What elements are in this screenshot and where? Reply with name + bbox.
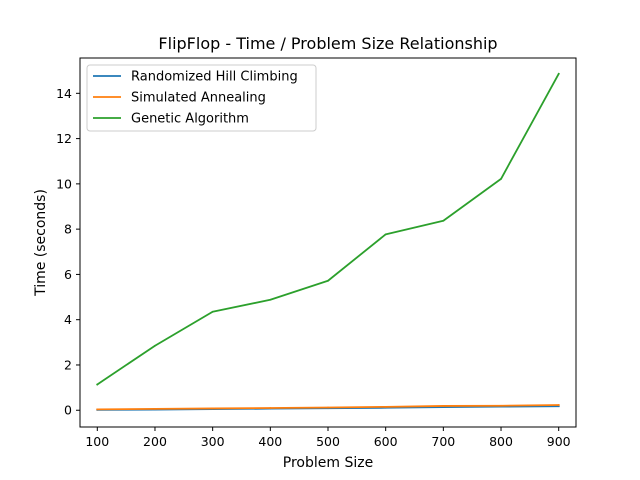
x-tick-label: 700 (431, 434, 455, 449)
series-2-point (211, 407, 214, 410)
x-tick-label: 600 (374, 434, 398, 449)
y-tick-label: 8 (64, 222, 72, 237)
series-3-point (442, 219, 445, 222)
series-3-point (384, 233, 387, 236)
series-2-point (96, 408, 99, 411)
series-2-point (442, 405, 445, 407)
series-3-point (211, 310, 214, 313)
series-2-point (154, 407, 156, 410)
series-2-point (327, 406, 329, 409)
x-tick-label: 100 (85, 434, 109, 449)
series-2-point (384, 405, 387, 408)
legend-label: Randomized Hill Climbing (131, 70, 298, 85)
y-axis-label: Time (seconds) (33, 189, 49, 297)
legend-label: Genetic Algorithm (131, 112, 249, 127)
series-3-point (96, 383, 99, 386)
y-tick-label: 10 (56, 176, 72, 191)
x-tick-label: 900 (547, 434, 571, 449)
y-tick-label: 14 (56, 86, 72, 101)
series-3-point (269, 298, 272, 301)
x-tick-label: 300 (201, 434, 225, 449)
chart-title: FlipFlop - Time / Problem Size Relations… (158, 34, 497, 53)
series-2-point (269, 407, 272, 409)
legend: Randomized Hill Climbing Simulated Anneal… (86, 64, 317, 132)
series-3-point (154, 344, 156, 347)
series-3-point (557, 72, 560, 75)
series-3-point (327, 279, 329, 282)
y-tick-label: 12 (56, 131, 72, 146)
x-tick-label: 400 (258, 434, 282, 449)
series-2-point (557, 404, 560, 406)
x-tick-label: 200 (143, 434, 167, 449)
y-axis-ticks: 0 2 4 6 8 10 12 14 (56, 86, 80, 418)
x-tick-label: 500 (316, 434, 340, 449)
x-axis-label: Problem Size (283, 455, 373, 471)
y-tick-label: 0 (64, 403, 72, 418)
x-axis-ticks: 100 200 300 400 500 600 700 800 900 (85, 427, 571, 449)
y-tick-label: 2 (64, 357, 72, 372)
series-2-point (500, 404, 502, 407)
legend-label: Simulated Annealing (131, 91, 266, 106)
series-lines (96, 72, 560, 411)
series-3-point (500, 177, 502, 180)
y-tick-label: 6 (64, 267, 72, 282)
x-tick-label: 800 (489, 434, 513, 449)
y-tick-label: 4 (64, 312, 72, 327)
legend-box (86, 64, 317, 132)
